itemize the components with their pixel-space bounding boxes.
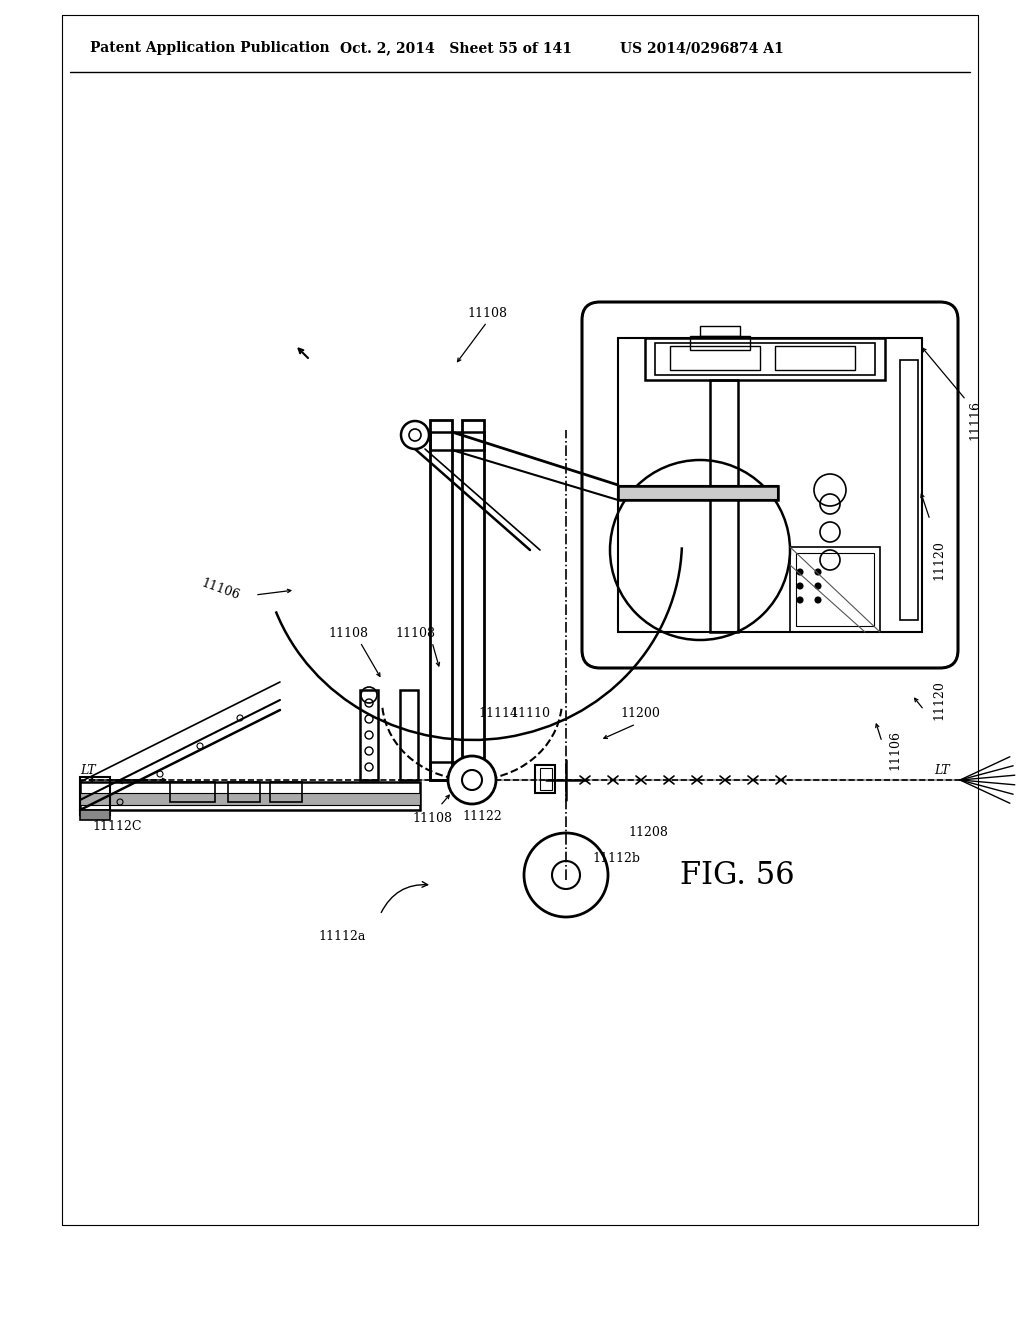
Circle shape — [401, 421, 429, 449]
Text: Patent Application Publication: Patent Application Publication — [90, 41, 330, 55]
Bar — [540, 768, 552, 789]
Text: 11112b: 11112b — [592, 851, 640, 865]
Bar — [430, 432, 484, 450]
Circle shape — [797, 569, 803, 576]
Text: 11106: 11106 — [199, 577, 241, 603]
Bar — [270, 781, 302, 803]
Text: LT: LT — [934, 764, 950, 777]
Text: 11106: 11106 — [888, 730, 901, 770]
Text: 11108: 11108 — [395, 627, 435, 640]
Text: 11108: 11108 — [467, 308, 507, 319]
Bar — [690, 337, 750, 350]
Bar — [710, 380, 738, 632]
Circle shape — [815, 569, 821, 576]
Bar — [430, 420, 452, 780]
Bar — [900, 360, 918, 620]
Text: 11108: 11108 — [412, 812, 452, 825]
Text: LT: LT — [80, 764, 95, 777]
Text: Oct. 2, 2014   Sheet 55 of 141: Oct. 2, 2014 Sheet 55 of 141 — [340, 41, 572, 55]
Bar — [80, 810, 110, 820]
Text: 11114: 11114 — [478, 708, 518, 719]
Bar — [400, 690, 418, 780]
Text: 11120: 11120 — [932, 680, 945, 719]
Bar — [360, 690, 378, 780]
Circle shape — [815, 583, 821, 589]
Bar — [618, 486, 778, 500]
Text: 11108: 11108 — [328, 627, 368, 640]
Text: 11110: 11110 — [510, 708, 550, 719]
Text: 11120: 11120 — [932, 540, 945, 579]
Bar — [430, 762, 484, 780]
Bar — [796, 553, 874, 626]
Bar — [80, 777, 110, 814]
Bar — [80, 781, 420, 810]
Bar — [80, 793, 420, 805]
Text: 11122: 11122 — [462, 810, 502, 822]
Bar — [535, 766, 555, 793]
Text: 11112C: 11112C — [92, 820, 141, 833]
Bar — [645, 338, 885, 380]
Text: 11116: 11116 — [968, 400, 981, 440]
Text: US 2014/0296874 A1: US 2014/0296874 A1 — [620, 41, 783, 55]
Bar — [775, 346, 855, 370]
Text: FIG. 56: FIG. 56 — [680, 861, 795, 891]
Bar — [618, 338, 922, 632]
Bar — [228, 781, 260, 803]
Bar — [700, 326, 740, 337]
Text: 11200: 11200 — [620, 708, 659, 719]
Bar — [655, 343, 874, 375]
Text: 11208: 11208 — [628, 826, 668, 840]
Circle shape — [815, 597, 821, 603]
Bar — [462, 420, 484, 780]
Text: 11112a: 11112a — [318, 931, 366, 942]
Bar — [670, 346, 760, 370]
Bar — [170, 781, 215, 803]
Circle shape — [449, 756, 496, 804]
Circle shape — [797, 597, 803, 603]
Bar — [790, 546, 880, 632]
Bar — [618, 486, 778, 500]
Circle shape — [797, 583, 803, 589]
